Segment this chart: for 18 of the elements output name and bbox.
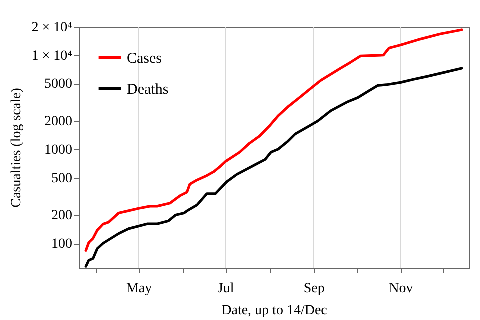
x-tick-label: May bbox=[126, 282, 152, 296]
line-series bbox=[84, 67, 464, 268]
legend-label: Deaths bbox=[127, 82, 169, 98]
y-tick-label: 1 × 10⁴ bbox=[32, 48, 73, 64]
y-tick-label: 100 bbox=[52, 237, 72, 252]
y-axis-title: Casualties (log scale) bbox=[10, 88, 25, 208]
y-tick-label: 2 × 10⁴ bbox=[32, 20, 73, 36]
y-tick-label: 1000 bbox=[44, 142, 72, 158]
x-tick-label: Nov bbox=[389, 282, 414, 296]
x-tick-label: Sep bbox=[304, 282, 325, 296]
line-series bbox=[84, 28, 464, 252]
legend-label: Cases bbox=[127, 51, 162, 67]
y-tick-label: 5000 bbox=[44, 77, 72, 92]
y-tick-label: 2000 bbox=[44, 114, 72, 130]
x-axis-title: Date, up to 14/Dec bbox=[222, 304, 328, 318]
y-tick-label: 500 bbox=[52, 171, 72, 186]
y-tick-label: 200 bbox=[52, 208, 72, 224]
x-tick-label: Jul bbox=[218, 282, 234, 296]
